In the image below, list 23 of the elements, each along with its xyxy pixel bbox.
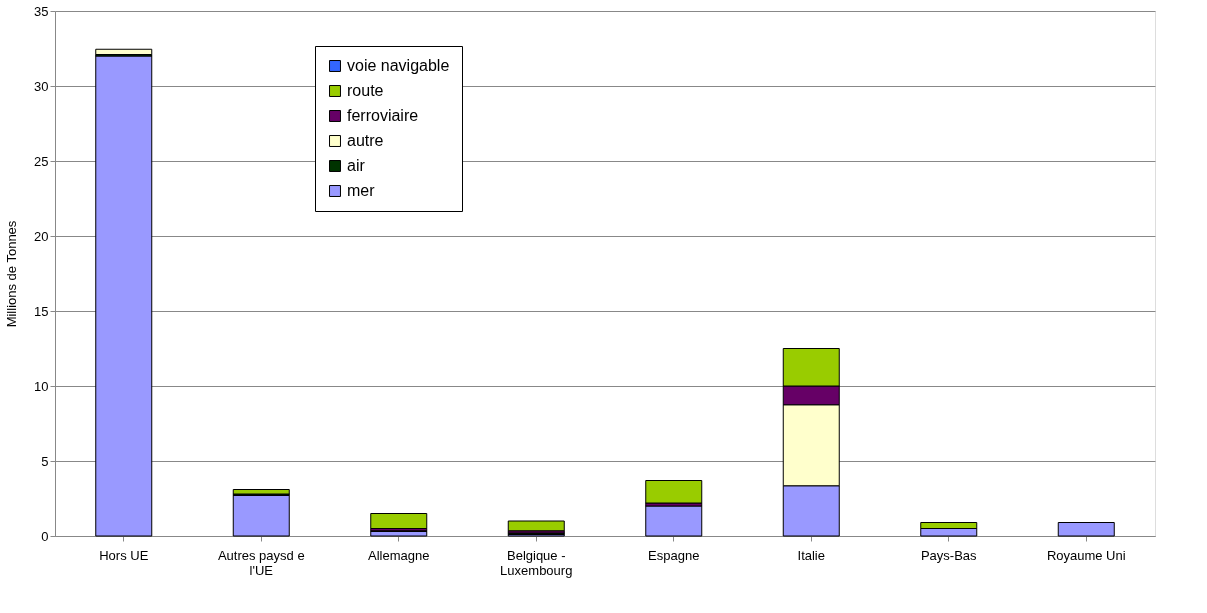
y-tick-label: 20 (34, 228, 49, 244)
y-tick-label: 25 (34, 153, 49, 169)
y-tick-label: 30 (34, 78, 49, 94)
x-tick-label: Autres paysd e l'UE (217, 547, 305, 578)
x-tick-label: Hors UE (99, 547, 149, 563)
x-tick-label: Allemagne (368, 547, 430, 563)
legend-label: ferroviaire (347, 107, 419, 124)
x-tick-label: Espagne (648, 547, 700, 563)
x-tick-label: Belgique - Luxembourg (500, 547, 573, 578)
x-tick-label: Pays-Bas (920, 547, 978, 563)
legend-label: voie navigable (347, 57, 450, 74)
legend-label: autre (347, 132, 384, 149)
x-tick-label: Royaume Uni (1046, 547, 1126, 563)
legend-label: air (347, 157, 366, 174)
y-tick-label: 15 (34, 303, 49, 319)
y-tick-label: 35 (34, 3, 49, 19)
legend-label: mer (347, 182, 376, 199)
y-axis-title: Millions de Tonnes (4, 220, 20, 328)
x-tick-label: Italie (797, 547, 825, 563)
legend-label: route (347, 82, 384, 99)
y-tick-label: 5 (41, 453, 49, 469)
y-tick-label: 0 (41, 528, 49, 544)
y-tick-label: 10 (34, 378, 49, 394)
